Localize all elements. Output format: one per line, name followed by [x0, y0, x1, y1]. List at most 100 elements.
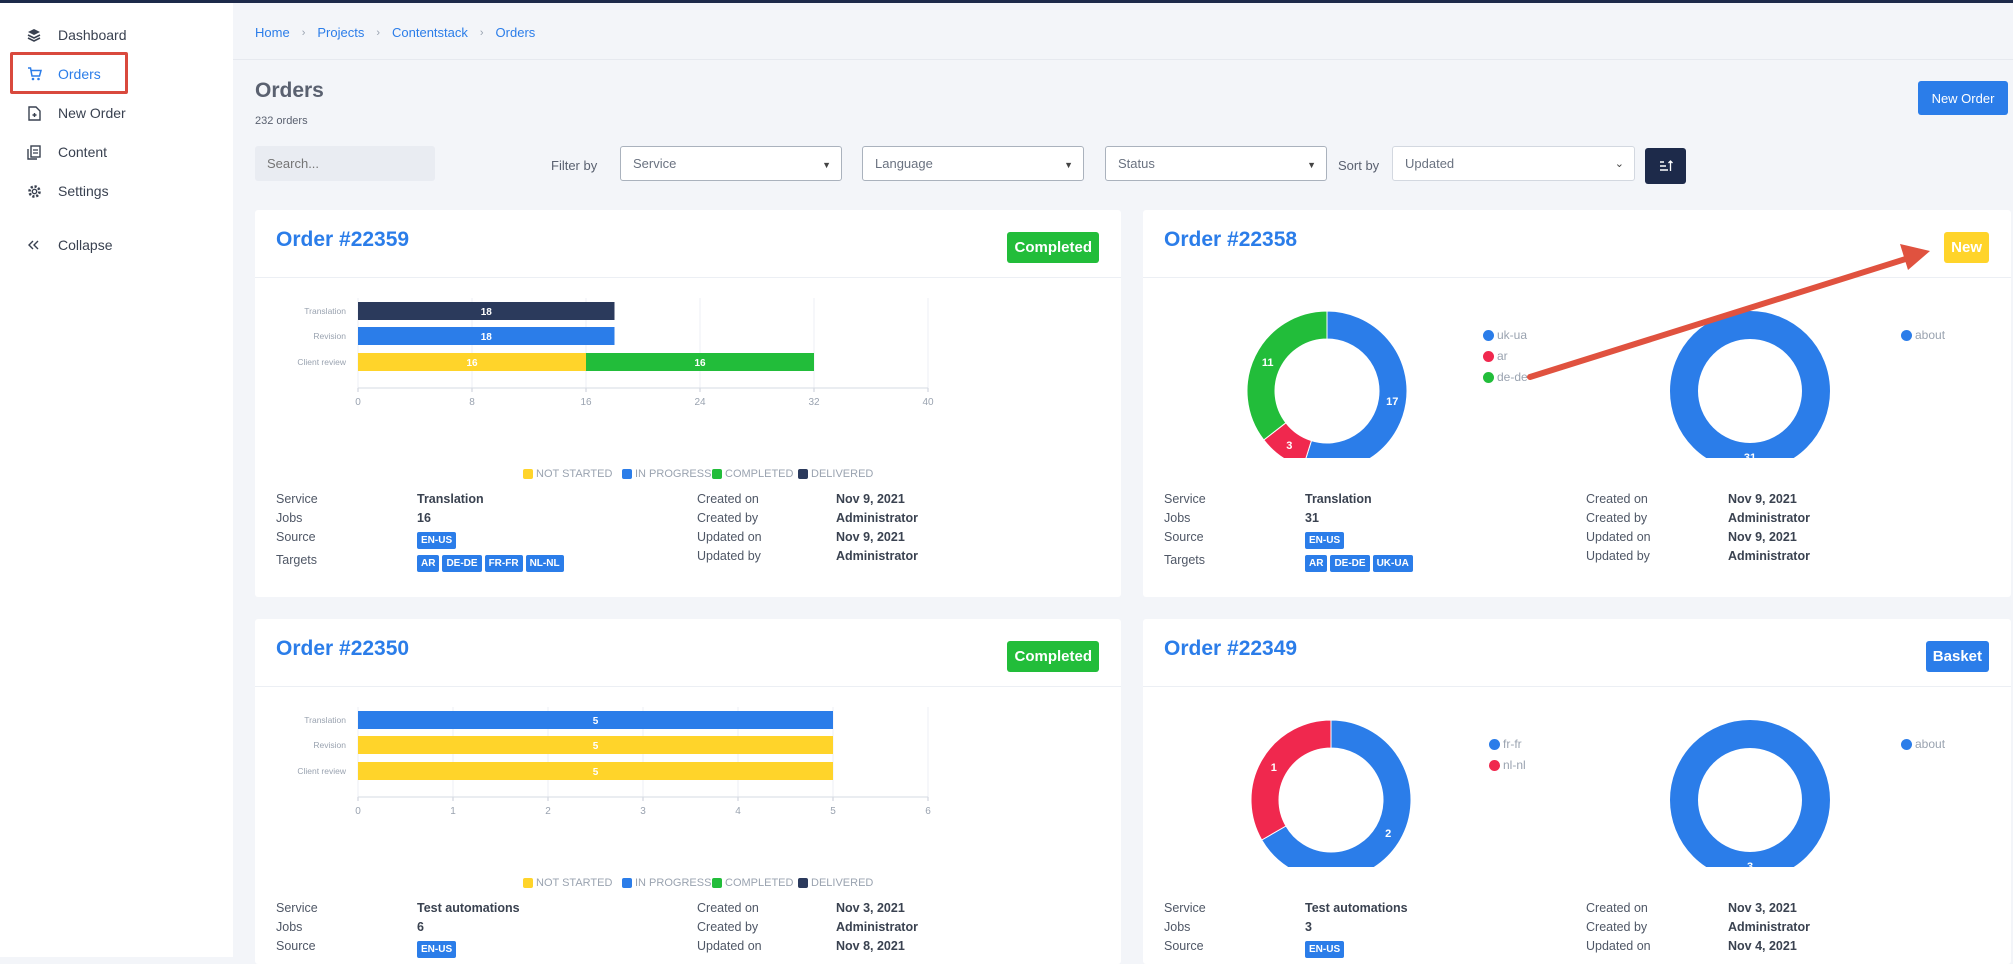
bar-segment	[358, 711, 833, 729]
service-select[interactable]: Service ▼	[620, 146, 842, 181]
created-by-value: Administrator	[1728, 920, 1810, 934]
sidebar: Dashboard Orders New Order Content Setti…	[0, 3, 233, 957]
chevron-right-icon: ›	[376, 26, 380, 39]
double-chevron-left-icon	[26, 237, 42, 253]
caret-down-icon: ▼	[822, 160, 831, 170]
language-tag: DE-DE	[1330, 555, 1370, 572]
sidebar-item-label: Dashboard	[58, 27, 127, 43]
legend-label: DELIVERED	[811, 877, 874, 889]
jobs-value: 16	[417, 511, 431, 525]
legend-uk-ua: uk-ua	[1483, 328, 1527, 342]
created-on-value: Nov 3, 2021	[836, 901, 905, 915]
orders-highlight-box	[10, 52, 128, 94]
breadcrumb-home[interactable]: Home	[255, 25, 290, 40]
page-title: Orders	[255, 79, 324, 102]
x-tick-label: 3	[640, 806, 646, 817]
language-tag: AR	[417, 555, 440, 572]
bar-segment	[358, 302, 615, 320]
order-card[interactable]: Order #22359 Completed 0 8 16 24 32 40 Transla…	[255, 210, 1121, 597]
slice-value-label: 17	[1386, 396, 1398, 408]
donut-slice	[1305, 310, 1408, 458]
sidebar-item-label: Content	[58, 144, 108, 160]
sort-select[interactable]: Updated ⌄	[1392, 146, 1635, 181]
donut-slice	[1246, 310, 1328, 441]
legend-label: COMPLETED	[725, 877, 794, 889]
updated-by-value: Administrator	[1728, 549, 1810, 563]
created-by-value: Administrator	[836, 511, 918, 525]
y-category-label: Translation	[304, 306, 346, 316]
search-input[interactable]	[255, 146, 435, 181]
order-title[interactable]: Order #22350	[276, 637, 410, 660]
breadcrumb-contentstack[interactable]: Contentstack	[392, 25, 468, 40]
updated-on-label: Updated on	[1586, 530, 1651, 544]
updated-on-label: Updated on	[697, 530, 762, 544]
bar-segment	[358, 736, 833, 754]
slice-value-label: 1	[1271, 762, 1277, 774]
new-order-button[interactable]: New Order	[1918, 81, 2008, 115]
bar-value-label: 16	[466, 358, 478, 369]
language-tag: UK-UA	[1372, 555, 1413, 572]
order-title[interactable]: Order #22358	[1164, 228, 1298, 251]
breadcrumb-projects[interactable]: Projects	[317, 25, 365, 40]
legend-label: ar	[1497, 349, 1508, 363]
donut-slice	[1261, 719, 1412, 867]
status-badge-label: Basket	[1932, 648, 1982, 665]
legend-dot	[1483, 329, 1494, 341]
legend-dot	[1483, 350, 1494, 362]
sidebar-item-orders[interactable]: Orders	[26, 60, 101, 88]
donut-slice	[1670, 720, 1830, 867]
order-title[interactable]: Order #22359	[276, 228, 410, 251]
sidebar-item-content[interactable]: Content	[26, 138, 107, 166]
sort-ascending-icon	[1659, 160, 1673, 171]
card-divider	[1143, 686, 2011, 687]
sort-direction-button[interactable]	[1645, 148, 1686, 184]
order-details: Service Test automations Jobs 6 Source E…	[276, 901, 1096, 961]
bar-value-label: 5	[593, 716, 599, 727]
created-by-label: Created by	[1586, 920, 1648, 934]
language-select[interactable]: Language ▼	[862, 146, 1084, 181]
created-on-label: Created on	[697, 492, 759, 506]
order-details: Service Translation Jobs 31 Source EN-US…	[1164, 492, 1984, 582]
status-select[interactable]: Status ▼	[1105, 146, 1327, 181]
language-tag: EN-US	[1305, 532, 1345, 549]
targets-label: Targets	[1164, 553, 1205, 567]
new-document-icon	[26, 105, 42, 121]
caret-down-icon: ▼	[1064, 160, 1073, 170]
order-title[interactable]: Order #22349	[1164, 637, 1298, 660]
x-tick-label: 0	[355, 397, 361, 408]
order-count: 232 orders	[255, 115, 308, 127]
created-on-value: Nov 9, 2021	[836, 492, 905, 506]
legend-fr-fr: fr-fr	[1489, 737, 1522, 751]
legend-not-started: NOT STARTED	[523, 877, 612, 889]
y-category-label: Client review	[297, 766, 347, 776]
bar-value-label: 18	[481, 332, 493, 343]
legend-swatch	[523, 469, 533, 479]
sidebar-item-settings[interactable]: Settings	[26, 177, 109, 205]
status-badge: Basket	[1925, 641, 1989, 672]
order-card[interactable]: Order #22350 Completed 0 1 2 3 4 5 6 Translatio…	[255, 619, 1121, 964]
status-badge: Completed	[1007, 232, 1099, 263]
sort-select-value: Updated	[1405, 156, 1455, 171]
legend-label: nl-nl	[1503, 758, 1526, 772]
legend-dot	[1483, 371, 1494, 383]
language-tag: DE-DE	[442, 555, 482, 572]
created-on-label: Created on	[1586, 901, 1648, 915]
legend-swatch	[523, 878, 533, 888]
stacked-bar-chart: 0 1 2 3 4 5 6 Translation 5 Revision 5 Client revie…	[297, 707, 931, 817]
sidebar-item-collapse[interactable]: Collapse	[26, 231, 112, 259]
updated-on-value: Nov 8, 2021	[836, 939, 905, 953]
legend-de-de: de-de	[1483, 370, 1528, 384]
legend-dot	[1901, 329, 1912, 341]
legend-label: about	[1915, 737, 1946, 751]
service-value: Test automations	[417, 901, 520, 915]
legend-label: fr-fr	[1503, 737, 1522, 751]
breadcrumb-orders[interactable]: Orders	[495, 25, 536, 40]
order-card[interactable]: Order #22358 New 17 3 11 31 uk-ua ar de-de …	[1143, 210, 2011, 597]
y-category-label: Revision	[313, 740, 346, 750]
legend-delivered: DELIVERED	[798, 468, 873, 480]
x-tick-label: 0	[355, 806, 361, 817]
order-card[interactable]: Order #22349 Basket 2 1 3 fr-fr nl-nl abou…	[1143, 619, 2011, 964]
sidebar-item-dashboard[interactable]: Dashboard	[26, 21, 127, 49]
header-divider	[233, 59, 2013, 60]
sidebar-item-new-order[interactable]: New Order	[26, 99, 126, 127]
